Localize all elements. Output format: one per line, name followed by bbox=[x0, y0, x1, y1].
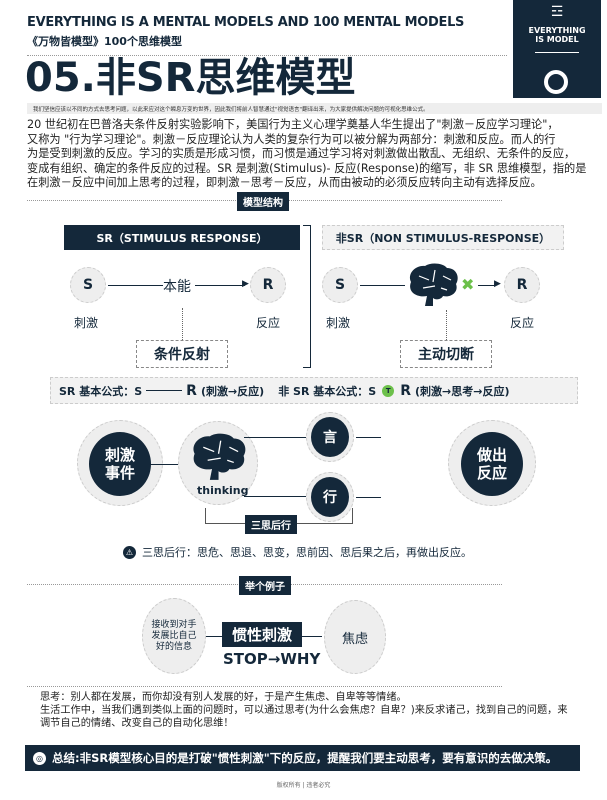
action-node: 行 bbox=[311, 477, 349, 517]
nonsr-r-label: 反应 bbox=[510, 316, 535, 330]
sr-instinct: 本能 bbox=[163, 279, 191, 295]
en-title: EVERYTHING IS A MENTAL MODELS AND 100 ME… bbox=[27, 15, 465, 30]
summary-bar: ◎ 总结:非SR模型核心目的是打破"惯性刺激"下的反应，提醒我们要主动思考，要有… bbox=[25, 745, 580, 771]
formula-bar: SR 基本公式：S R (刺激→反应) 非 SR 基本公式：S T R (刺激→… bbox=[50, 377, 578, 404]
reflection-line: 思考：别人都在发展，而你却没有别人发展的好，于是产生焦虑、自卑等等情绪。 bbox=[40, 692, 407, 703]
three-thoughts-label: 三思后行 bbox=[245, 515, 297, 534]
bracket bbox=[303, 225, 311, 368]
intro-line: 又称为 "行为学习理论"。刺激－反应理论认为人类的复杂行为可以被分解为两部分：刺… bbox=[27, 132, 556, 146]
nonsr-r-node: R bbox=[504, 267, 540, 303]
section-example: 举个例子 bbox=[239, 576, 291, 595]
reflection-line: 生活工作中，当我们遇到类似上面的问题时，可以通过思考(为什么会焦虑？自卑？)来反… bbox=[40, 705, 568, 716]
sr-note: 条件反射 bbox=[136, 340, 228, 368]
sr-r-label: 反应 bbox=[256, 316, 281, 330]
summary-text: 总结:非SR模型核心目的是打破"惯性刺激"下的反应，提醒我们要主动思考，要有意识… bbox=[52, 751, 558, 765]
sr-formula-label: SR 基本公式：S bbox=[59, 384, 143, 398]
cut-x-icon: ✖ bbox=[461, 275, 475, 294]
nonsr-formula-r: R bbox=[400, 382, 411, 399]
intro-line: 在刺激－反应中间加上思考的过程，即刺激－思考－反应，从而由被动的必须反应转向主动… bbox=[27, 176, 542, 190]
response-node: 做出反应 bbox=[461, 432, 523, 496]
thinking-label: thinking bbox=[197, 484, 249, 497]
intro-line: 变成有组织、确定的条件反应的过程。SR 是刺激(Stimulus)- 反应(Re… bbox=[27, 161, 587, 175]
brain-icon bbox=[193, 433, 246, 480]
warning-text: 三思后行：思危、思退、思变，思前因、思后果之后，再做出反应。 bbox=[142, 546, 472, 559]
page-title: 05.非SR思维模型 bbox=[25, 55, 356, 101]
warning-note: ⚠ 三思后行：思危、思退、思变，思前因、思后果之后，再做出反应。 bbox=[123, 544, 472, 560]
intro-line: 20 世纪初在巴普洛夫条件反射实验影响下，美国行为主义心理学奠基人华生提出了"刺… bbox=[27, 118, 559, 131]
tagline: 我们坚信应该以不同的方式去思考问题，以此来应对这个瞬息万变的世界，因此我们将前人… bbox=[27, 103, 602, 114]
example-input-node: 接收到对手发展比自己好的信息 bbox=[142, 598, 206, 674]
summary-icon: ◎ bbox=[33, 751, 46, 765]
nonsr-formula-desc: (刺激→思考→反应) bbox=[414, 384, 510, 398]
nonsr-header: 非SR（NON STIMULUS-RESPONSE） bbox=[322, 225, 564, 250]
stop-why-label: STOP→WHY bbox=[223, 650, 321, 668]
inertial-stimulus-box: 惯性刺激 bbox=[222, 622, 302, 647]
logo-circle-icon bbox=[544, 70, 568, 94]
sr-formula-r: R bbox=[186, 382, 197, 399]
logo-line1: EVERYTHING bbox=[528, 26, 586, 35]
brain-icon bbox=[409, 263, 458, 306]
reflection-text: 思考：别人都在发展，而你却没有别人发展的好，于是产生焦虑、自卑等等情绪。 生活工… bbox=[40, 691, 568, 730]
section-model-structure: 模型结构 bbox=[237, 192, 289, 211]
sr-formula-desc: (刺激→反应) bbox=[200, 384, 265, 398]
logo-mark: ☲ bbox=[550, 4, 564, 20]
footer: 版权所有 | 违者必究 bbox=[276, 782, 331, 789]
intro-line: 为是受到刺激的反应。学习的实质是形成习惯，而习惯是通过学习将对刺激做出散乱、无组… bbox=[27, 147, 576, 161]
cn-subtitle: 《万物皆模型》100个思维模型 bbox=[27, 35, 182, 48]
logo: ☲ EVERYTHING IS MODEL bbox=[513, 0, 601, 98]
intro-paragraph: 20 世纪初在巴普洛夫条件反射实验影响下，美国行为主义心理学奠基人华生提出了"刺… bbox=[27, 118, 607, 191]
sr-r-node: R bbox=[250, 267, 286, 303]
nonsr-s-node: S bbox=[322, 267, 358, 303]
think-t-badge: T bbox=[382, 384, 395, 397]
arrow-icon: ▶ bbox=[242, 279, 249, 289]
nonsr-formula-label: 非 SR 基本公式：S bbox=[278, 384, 377, 398]
anxiety-node: 焦虑 bbox=[324, 600, 386, 674]
stimulus-event-node: 刺激事件 bbox=[89, 432, 151, 496]
sr-s-label: 刺激 bbox=[74, 316, 99, 330]
nonsr-s-label: 刺激 bbox=[326, 316, 351, 330]
reflection-line: 调节自己的情绪、改变自己的自动化思维！ bbox=[40, 718, 234, 729]
sr-header: SR（STIMULUS RESPONSE） bbox=[64, 225, 300, 250]
sr-s-node: S bbox=[70, 267, 106, 303]
nonsr-note: 主动切断 bbox=[400, 340, 492, 368]
warning-icon: ⚠ bbox=[123, 545, 136, 559]
speech-node: 言 bbox=[311, 417, 349, 457]
arrow-icon: ▶ bbox=[494, 279, 501, 289]
logo-line2: IS MODEL bbox=[535, 35, 579, 44]
